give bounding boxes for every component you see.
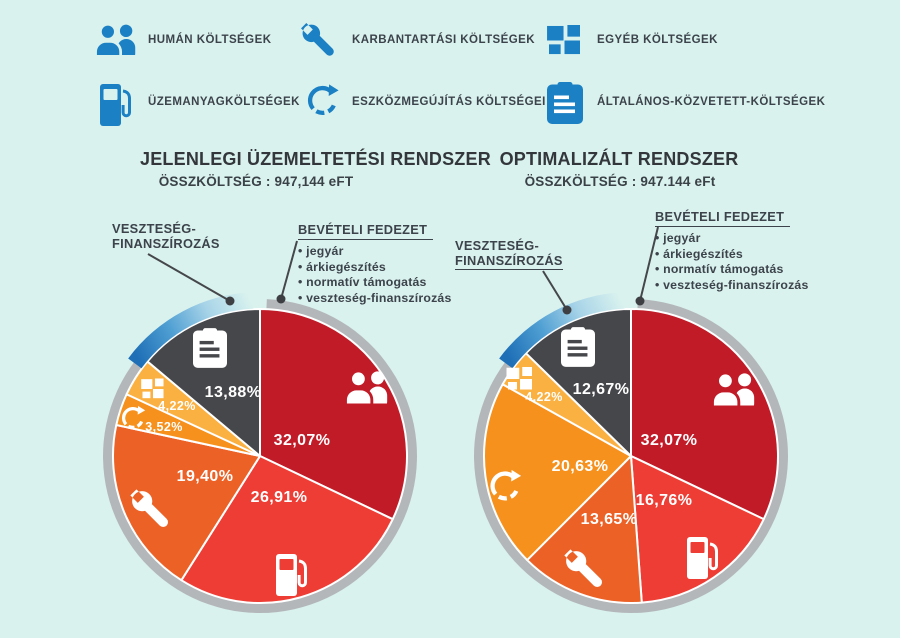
loss-financing-arc — [128, 292, 254, 369]
slice-percent-renew: 3,52% — [145, 420, 183, 434]
wrench-icon — [128, 487, 174, 533]
legend-label: ÜZEMANYAGKÖLTSÉGEK — [148, 96, 300, 108]
slice-percent-renew: 20,63% — [551, 458, 609, 475]
pie-slice-fuel — [180, 455, 394, 604]
slice-percent-people: 32,07% — [273, 432, 331, 449]
coverage-item: árkiegészítés — [298, 260, 452, 276]
chart-subtitle-optimized: ÖSSZKÖLTSÉG : 947.144 eFt — [524, 174, 716, 189]
loss-line-2: FINANSZÍROZÁS — [112, 236, 220, 251]
coverage-item: normatív támogatás — [655, 262, 809, 278]
annotation-pointer-line — [542, 270, 568, 311]
annotation-pointer-dot — [225, 296, 235, 306]
coverage-item: jegyár — [655, 231, 809, 247]
slice-percent-grid: 4,22% — [525, 390, 563, 404]
revenue-coverage-optimized: BEVÉTELI FEDEZET jegyár árkiegészítés no… — [655, 208, 809, 293]
coverage-item: normatív támogatás — [298, 275, 452, 291]
slice-percent-wrench: 19,40% — [176, 468, 234, 485]
slice-percent-clipboard: 12,67% — [572, 381, 630, 398]
renew-icon — [121, 406, 146, 431]
fuel-icon — [276, 550, 310, 596]
slice-percent-clipboard: 13,88% — [204, 384, 262, 401]
annotation-pointer-dot — [276, 294, 286, 304]
loss-line-2: FINANSZÍROZÁS — [455, 253, 563, 270]
people-icon — [345, 371, 391, 404]
pie-slice-renew — [483, 383, 632, 562]
pie-slice-people — [259, 308, 408, 521]
fuel-icon — [687, 533, 721, 579]
wrench-icon — [562, 547, 608, 593]
legend-label: ESZKÖZMEGÚJÍTÁS KÖLTSÉGEI — [352, 96, 546, 108]
people-icon — [712, 373, 758, 406]
pie-slice-wrench — [112, 424, 261, 582]
coverage-item: jegyár — [298, 244, 452, 260]
loss-financing-label-current: VESZTESÉG- FINANSZÍROZÁS — [112, 221, 220, 251]
revenue-coverage-current: BEVÉTELI FEDEZET jegyár árkiegészítés no… — [298, 221, 452, 306]
pie-slice-wrench — [526, 455, 643, 604]
loss-line-1: VESZTESÉG- — [455, 238, 540, 253]
loss-financing-arc — [499, 292, 625, 369]
grid-icon — [507, 367, 534, 391]
renew-icon — [489, 470, 522, 503]
slice-percent-people: 32,07% — [640, 432, 698, 449]
legend-label: HUMÁN KÖLTSÉGEK — [148, 34, 272, 46]
annotation-pointer-line — [147, 253, 231, 302]
slice-percent-wrench: 13,65% — [580, 511, 638, 528]
annotation-pointer-dot — [562, 305, 572, 315]
slice-percent-fuel: 26,91% — [250, 489, 308, 506]
annotation-pointer-dot — [635, 296, 645, 306]
coverage-item: veszteség-finanszírozás — [655, 278, 809, 294]
clipboard-icon — [193, 328, 227, 368]
slice-percent-fuel: 16,76% — [635, 492, 693, 509]
pie-slice-clipboard — [524, 308, 632, 457]
legend-label: EGYÉB KÖLTSÉGEK — [597, 34, 718, 46]
chart-subtitle-current: ÖSSZKÖLTSÉG : 947,144 eFT — [158, 174, 354, 189]
chart-title-optimized: OPTIMALIZÁLT RENDSZER — [499, 149, 739, 169]
pie-slice-fuel — [630, 455, 765, 604]
pie-slice-people — [630, 308, 779, 521]
coverage-item: árkiegészítés — [655, 247, 809, 263]
chart-title-current: JELENLEGI ÜZEMELTETÉSI RENDSZER — [140, 149, 491, 169]
slice-percent-grid: 4,22% — [158, 399, 196, 413]
coverage-title: BEVÉTELI FEDEZET — [655, 209, 791, 227]
coverage-item: veszteség-finanszírozás — [298, 291, 452, 307]
pie-slice-clipboard — [146, 308, 261, 457]
coverage-title: BEVÉTELI FEDEZET — [298, 222, 434, 240]
loss-line-1: VESZTESÉG- — [112, 221, 197, 236]
grid-icon — [141, 379, 165, 400]
clipboard-icon — [561, 327, 595, 367]
legend-label: KARBANTARTÁSI KÖLTSÉGEK — [352, 34, 536, 46]
annotation-pointer-line — [280, 240, 298, 300]
legend-label: ÁLTALÁNOS-KÖZVETETT-KÖLTSÉGEK — [597, 96, 826, 108]
loss-financing-label-optimized: VESZTESÉG- FINANSZÍROZÁS — [455, 238, 563, 270]
